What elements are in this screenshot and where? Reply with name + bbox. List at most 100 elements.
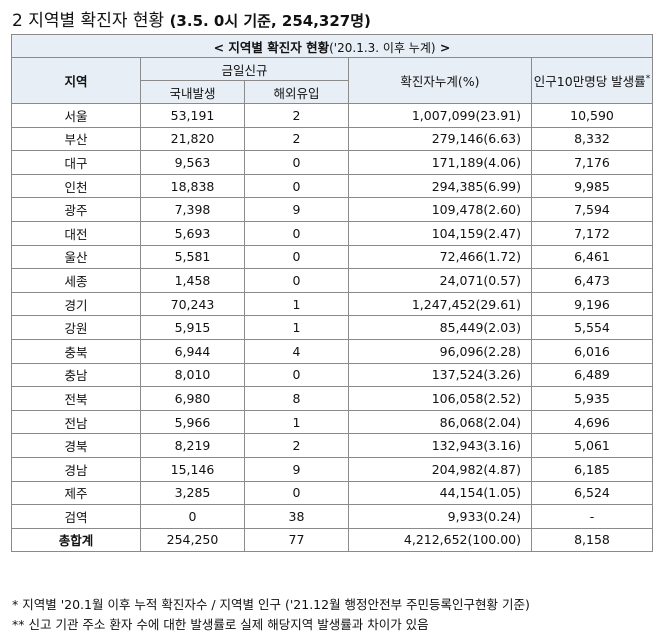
cumulative-cell: 24,071(0.57): [348, 268, 532, 293]
region-cell: 충남: [11, 362, 141, 388]
rate-cell: 6,524: [531, 480, 653, 506]
region-cell: 대구: [11, 150, 141, 175]
section-number: 2: [12, 11, 23, 31]
overseas-cell: 2: [244, 126, 349, 152]
header-cumulative: 확진자누계(%): [348, 57, 532, 104]
domestic-cell: 5,581: [140, 244, 245, 270]
rate-cell: 5,935: [531, 386, 653, 411]
table-row: 부산 21,820 2 279,146(6.63) 8,332: [11, 126, 653, 152]
overseas-cell: 0: [244, 362, 349, 388]
cumulative-cell: 72,466(1.72): [348, 244, 532, 270]
domestic-cell: 8,219: [140, 433, 245, 458]
domestic-cell: 53,191: [140, 103, 245, 128]
overseas-cell: 0: [244, 480, 349, 506]
table-row: 대전 5,693 0 104,159(2.47) 7,172: [11, 220, 653, 246]
overseas-cell: 9: [244, 456, 349, 482]
overseas-cell: 38: [244, 504, 349, 529]
table-row: 강원 5,915 1 85,449(2.03) 5,554: [11, 315, 653, 340]
rate-cell: 9,985: [531, 173, 653, 199]
section-title: 지역별 확진자 현황: [28, 11, 165, 31]
region-cell: 인천: [11, 173, 141, 199]
header-region: 지역: [11, 57, 141, 104]
footnote-1: * 지역별 '20.1월 이후 누적 확진자수 / 지역별 인구 ('21.12…: [12, 597, 530, 612]
rate-cell: 7,594: [531, 197, 653, 222]
cumulative-cell: 171,189(4.06): [348, 150, 532, 175]
domestic-cell: 6,944: [140, 338, 245, 364]
domestic-cell: 5,966: [140, 409, 245, 435]
header-per100k: 인구10만명당 발생률*: [531, 57, 653, 104]
overseas-cell: 0: [244, 244, 349, 270]
table-row: 제주 3,285 0 44,154(1.05) 6,524: [11, 480, 653, 506]
region-cell: 제주: [11, 480, 141, 506]
domestic-cell: 21,820: [140, 126, 245, 152]
header-today-new: 금일신규: [140, 57, 349, 81]
cumulative-cell: 96,096(2.28): [348, 338, 532, 364]
region-cell: 전남: [11, 409, 141, 435]
rate-cell: 5,061: [531, 433, 653, 458]
domestic-cell: 5,693: [140, 220, 245, 246]
overseas-cell: 0: [244, 150, 349, 175]
footnote-2: ** 신고 기관 주소 환자 수에 대한 발생률로 실제 해당지역 발생률과 차…: [12, 617, 429, 632]
cumulative-cell: 137,524(3.26): [348, 362, 532, 388]
overseas-cell: 0: [244, 268, 349, 293]
domestic-cell: 5,915: [140, 315, 245, 340]
total-rate: 8,158: [531, 527, 653, 553]
region-cell: 경북: [11, 433, 141, 458]
total-cumulative: 4,212,652(100.00): [348, 527, 532, 553]
overseas-cell: 0: [244, 220, 349, 246]
region-cell: 충북: [11, 338, 141, 364]
rate-cell: 6,489: [531, 362, 653, 388]
overseas-cell: 8: [244, 386, 349, 411]
reference-basis: (3.5. 0시 기준, 254,327명): [169, 12, 371, 30]
region-cell: 세종: [11, 268, 141, 293]
total-domestic: 254,250: [140, 527, 245, 553]
rate-cell: 5,554: [531, 315, 653, 340]
header-domestic: 국내발생: [140, 80, 245, 104]
cumulative-cell: 1,247,452(29.61): [348, 291, 532, 317]
table-row: 검역 0 38 9,933(0.24) -: [11, 504, 653, 529]
table-row: 서울 53,191 2 1,007,099(23.91) 10,590: [11, 103, 653, 128]
table-row: 경기 70,243 1 1,247,452(29.61) 9,196: [11, 291, 653, 317]
table-row: 전북 6,980 8 106,058(2.52) 5,935: [11, 386, 653, 411]
overseas-cell: 1: [244, 315, 349, 340]
region-cell: 강원: [11, 315, 141, 340]
overseas-cell: 2: [244, 433, 349, 458]
cumulative-cell: 1,007,099(23.91): [348, 103, 532, 128]
table-row: 울산 5,581 0 72,466(1.72) 6,461: [11, 244, 653, 270]
overseas-cell: 9: [244, 197, 349, 222]
region-cell: 부산: [11, 126, 141, 152]
cumulative-cell: 109,478(2.60): [348, 197, 532, 222]
domestic-cell: 0: [140, 504, 245, 529]
domestic-cell: 15,146: [140, 456, 245, 482]
region-cell: 검역: [11, 504, 141, 529]
table-row: 경남 15,146 9 204,982(4.87) 6,185: [11, 456, 653, 482]
cumulative-cell: 86,068(2.04): [348, 409, 532, 435]
header-overseas: 해외유입: [244, 80, 349, 104]
overseas-cell: 4: [244, 338, 349, 364]
cumulative-cell: 279,146(6.63): [348, 126, 532, 152]
page-title: 2 지역별 확진자 현황 (3.5. 0시 기준, 254,327명): [12, 6, 371, 31]
cumulative-cell: 106,058(2.52): [348, 386, 532, 411]
region-cell: 서울: [11, 103, 141, 128]
region-cell: 광주: [11, 197, 141, 222]
domestic-cell: 3,285: [140, 480, 245, 506]
rate-cell: 6,473: [531, 268, 653, 293]
domestic-cell: 8,010: [140, 362, 245, 388]
domestic-cell: 70,243: [140, 291, 245, 317]
rate-cell: 10,590: [531, 103, 653, 128]
table-row: 세종 1,458 0 24,071(0.57) 6,473: [11, 268, 653, 293]
region-cell: 경남: [11, 456, 141, 482]
rate-cell: 6,461: [531, 244, 653, 270]
overseas-cell: 1: [244, 291, 349, 317]
table-row: 경북 8,219 2 132,943(3.16) 5,061: [11, 433, 653, 458]
cumulative-cell: 104,159(2.47): [348, 220, 532, 246]
rate-cell: 8,332: [531, 126, 653, 152]
cumulative-cell: 85,449(2.03): [348, 315, 532, 340]
rate-cell: 6,016: [531, 338, 653, 364]
cumulative-cell: 132,943(3.16): [348, 433, 532, 458]
cumulative-cell: 44,154(1.05): [348, 480, 532, 506]
cumulative-cell: 204,982(4.87): [348, 456, 532, 482]
domestic-cell: 6,980: [140, 386, 245, 411]
region-cell: 전북: [11, 386, 141, 411]
table-row: 광주 7,398 9 109,478(2.60) 7,594: [11, 197, 653, 222]
